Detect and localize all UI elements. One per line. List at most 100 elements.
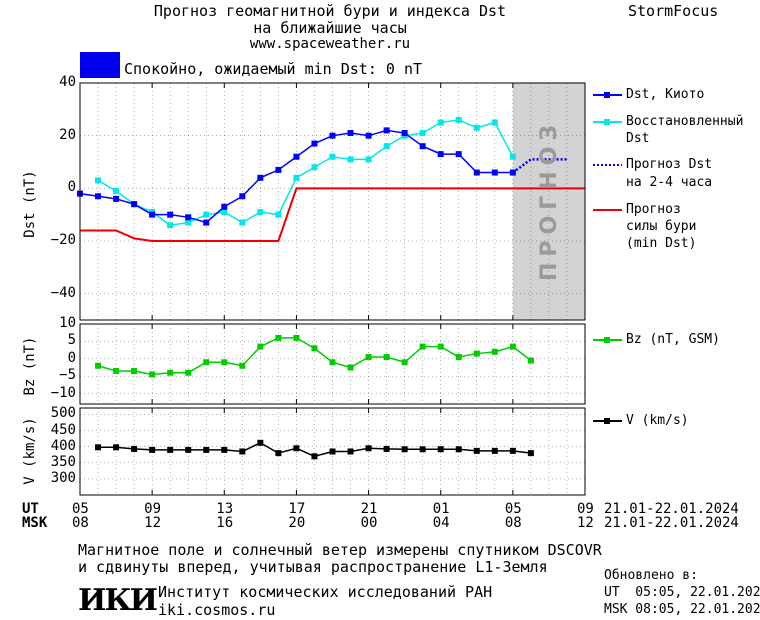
- dst-kyoto-point: [131, 201, 138, 208]
- footer-note-line2: и сдвинуты вперед, учитывая распростране…: [78, 558, 548, 576]
- v-point: [491, 447, 498, 454]
- bz-tick-label: 5: [67, 332, 76, 349]
- dst-tick-label: −40: [50, 284, 76, 301]
- bz-point: [167, 369, 174, 376]
- institute-url[interactable]: iki.cosmos.ru: [158, 601, 276, 619]
- v-tick-label: 400: [50, 437, 76, 454]
- bz-point: [95, 362, 102, 369]
- institute-name: Институт космических исследований РАН: [158, 583, 493, 601]
- dst-kyoto-point: [401, 130, 408, 137]
- ut-tick-label: 09: [144, 501, 161, 517]
- bz-point: [131, 367, 138, 374]
- dst-panel-frame: [79, 82, 586, 321]
- legend-dst-restored: Восстановленный: [626, 114, 744, 129]
- dst-restored-point: [365, 156, 372, 163]
- dst-tick-label: 40: [59, 74, 76, 90]
- v-point: [239, 448, 246, 455]
- v-point: [131, 445, 138, 452]
- bz-point: [149, 371, 156, 378]
- bz-point: [365, 354, 372, 361]
- legend-bz: Bz (nT, GSM): [626, 332, 720, 347]
- ut-tick-label: 13: [216, 501, 234, 517]
- msk-date-range: 21.01-22.01.2024: [604, 515, 739, 531]
- dst-kyoto-point: [419, 143, 426, 150]
- v-tick-label: 300: [50, 469, 76, 486]
- dst-kyoto-point: [113, 195, 120, 202]
- dst-kyoto-point: [221, 203, 228, 210]
- legend-dst-restored-glyph-marker: [604, 119, 610, 125]
- bz-point: [491, 348, 498, 355]
- bz-point: [329, 359, 336, 366]
- v-point: [401, 446, 408, 453]
- bz-point: [527, 357, 534, 364]
- dst-kyoto-point: [185, 214, 192, 221]
- dst-restored-point: [509, 153, 516, 160]
- dst-restored-point: [419, 130, 426, 137]
- v-point: [149, 446, 156, 453]
- bz-point: [293, 334, 300, 341]
- dst-restored-point: [239, 219, 246, 226]
- dst-kyoto-point: [167, 211, 174, 218]
- bz-point: [383, 354, 390, 361]
- legend-forecast-storm: Прогноз: [626, 202, 681, 217]
- msk-tick-label: 04: [432, 515, 450, 531]
- bz-point: [185, 369, 192, 376]
- v-point: [329, 448, 336, 455]
- ut-tick-label: 01: [432, 501, 450, 517]
- ut-tick-label: 09: [577, 501, 594, 517]
- v-point: [185, 446, 192, 453]
- forecast-region: [512, 83, 585, 320]
- dst-restored-point: [257, 209, 264, 216]
- v-point: [203, 446, 210, 453]
- dst-kyoto-point: [275, 166, 282, 173]
- bz-point: [257, 343, 264, 350]
- updated-msk: MSK 08:05, 22.01.2024: [604, 602, 760, 617]
- ut-tick-label: 17: [288, 501, 306, 517]
- bz-point: [275, 334, 282, 341]
- v-tick-label: 500: [50, 405, 76, 422]
- dst-restored-point: [221, 209, 228, 216]
- dst-tick-label: −20: [50, 232, 76, 248]
- dst-restored-point: [383, 143, 390, 150]
- dst-restored-point: [491, 119, 498, 126]
- bz-point: [437, 343, 444, 350]
- bz-point: [455, 354, 462, 361]
- legend-bz-glyph-marker: [604, 337, 610, 343]
- dst-tick-label: 0: [67, 179, 76, 196]
- msk-tick-label: 20: [288, 515, 306, 531]
- dst-kyoto-point: [365, 132, 372, 139]
- bz-point: [239, 362, 246, 369]
- site-url[interactable]: www.spaceweather.ru: [249, 36, 411, 52]
- dst-restored-point: [293, 174, 300, 181]
- legend-forecast-dst-2: на 2-4 часа: [626, 175, 713, 190]
- dst-restored-point: [203, 211, 210, 218]
- bz-tick-label: −10: [50, 384, 76, 401]
- dst-restored-point: [185, 219, 192, 226]
- updated-ut: UT 05:05, 22.01.2024: [604, 585, 760, 600]
- dst-kyoto-point: [311, 140, 318, 147]
- msk-tick-label: 12: [144, 515, 161, 531]
- bz-point: [419, 343, 426, 350]
- v-point: [455, 446, 462, 453]
- v-point: [221, 446, 228, 453]
- bz-point: [401, 359, 408, 366]
- dst-restored-point: [167, 222, 174, 229]
- ut-tick-label: 05: [504, 501, 522, 517]
- dst-kyoto-point: [293, 153, 300, 160]
- dst-forecast-line: [512, 158, 567, 174]
- bz-point: [203, 359, 210, 366]
- bz-point: [113, 367, 120, 374]
- v-panel-frame: [79, 407, 586, 496]
- dst-kyoto-point: [347, 130, 354, 137]
- v-point: [95, 444, 102, 451]
- legend-dst-kyoto: Dst, Киото: [626, 87, 705, 102]
- updated-label: Обновлено в:: [604, 568, 698, 583]
- dst-kyoto-point: [203, 219, 210, 226]
- dst-kyoto-point: [257, 174, 264, 181]
- msk-tick-label: 08: [504, 515, 522, 531]
- ut-tick-label: 05: [72, 501, 89, 517]
- v-point: [275, 450, 282, 457]
- msk-label: MSK: [22, 515, 48, 531]
- v-point: [293, 445, 300, 452]
- ut-date-range: 21.01-22.01.2024: [604, 501, 739, 517]
